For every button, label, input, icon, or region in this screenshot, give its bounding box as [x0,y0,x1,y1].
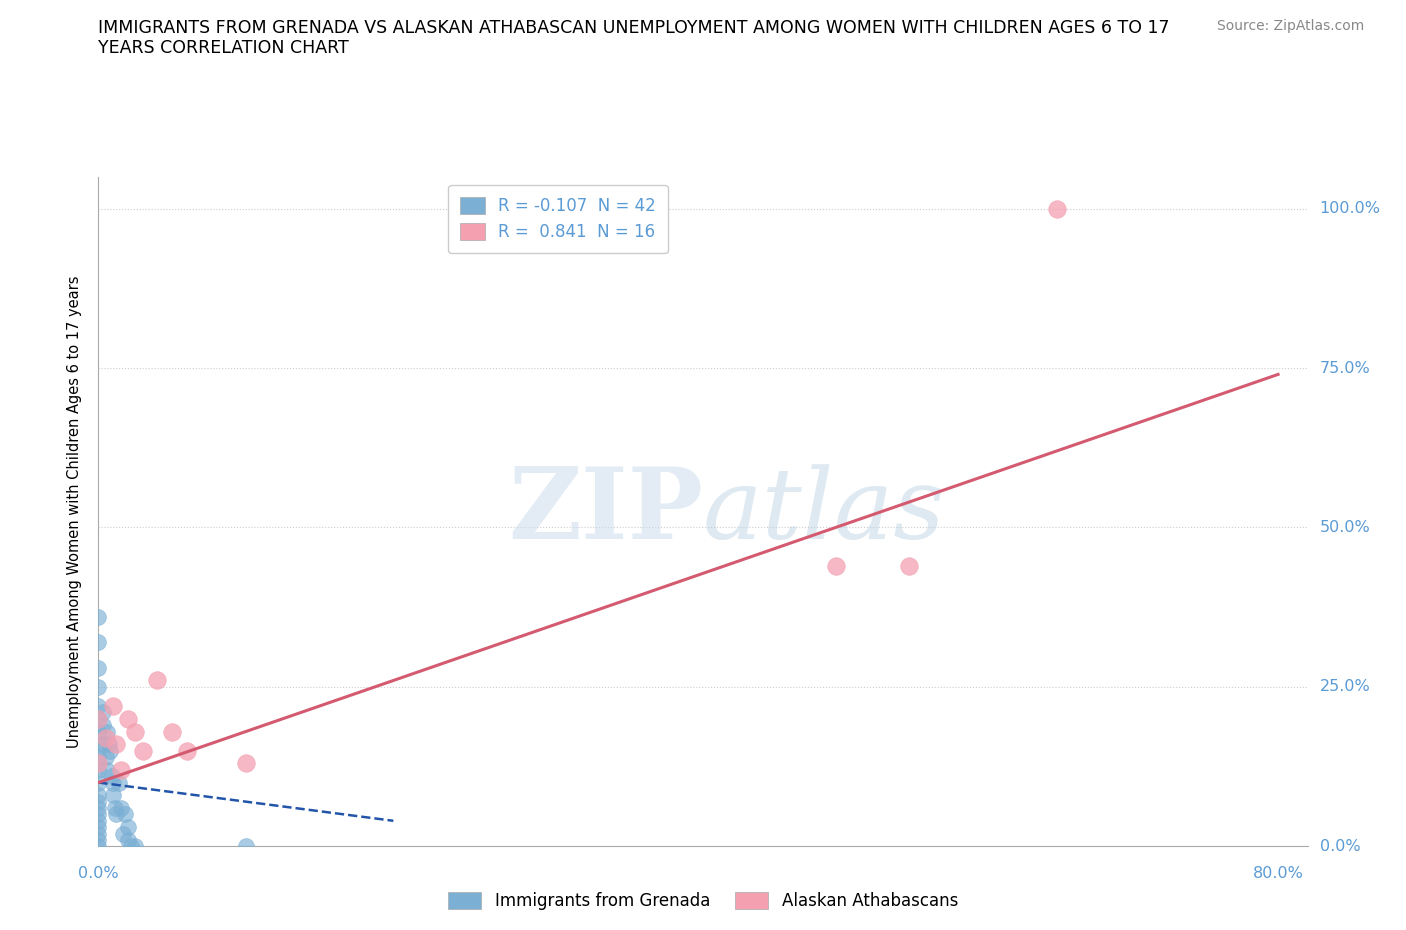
Point [87,698,110,713]
Text: 25.0%: 25.0% [1320,680,1371,695]
Point [1046,201,1069,216]
Point [87,807,110,822]
Point [824,558,846,573]
Text: ZIP: ZIP [508,463,703,560]
Point [87,801,110,816]
Point [110,801,132,816]
Point [87,660,110,675]
Point [87,750,110,764]
Y-axis label: Unemployment Among Women with Children Ages 6 to 17 years: Unemployment Among Women with Children A… [67,275,83,748]
Point [87,814,110,829]
Point [100,769,122,784]
Text: IMMIGRANTS FROM GRENADA VS ALASKAN ATHABASCAN UNEMPLOYMENT AMONG WOMEN WITH CHIL: IMMIGRANTS FROM GRENADA VS ALASKAN ATHAB… [98,19,1170,58]
Point [87,794,110,809]
Point [87,756,110,771]
Point [87,680,110,695]
Point [146,673,169,688]
Point [117,711,139,726]
Text: 0.0%: 0.0% [1320,839,1360,854]
Text: 100.0%: 100.0% [1320,201,1381,216]
Point [91,705,114,720]
Point [124,724,146,739]
Point [176,743,198,758]
Point [105,807,128,822]
Point [87,775,110,790]
Point [94,750,117,764]
Point [105,737,128,751]
Legend: Immigrants from Grenada, Alaskan Athabascans: Immigrants from Grenada, Alaskan Athabas… [441,885,965,917]
Point [120,839,142,854]
Point [93,737,115,751]
Point [101,698,124,713]
Point [898,558,921,573]
Point [160,724,183,739]
Point [110,763,132,777]
Point [235,839,257,854]
Point [87,609,110,624]
Point [87,763,110,777]
Point [112,826,135,841]
Point [235,756,257,771]
Point [101,775,124,790]
Point [114,807,136,822]
Point [108,775,131,790]
Point [87,635,110,650]
Point [87,819,110,834]
Point [91,718,114,733]
Text: 50.0%: 50.0% [1320,520,1371,535]
Text: 0.0%: 0.0% [79,867,118,882]
Point [104,801,127,816]
Point [98,743,121,758]
Text: 75.0%: 75.0% [1320,361,1371,376]
Point [94,730,117,745]
Point [87,737,110,751]
Point [87,711,110,726]
Point [96,724,118,739]
Point [117,832,139,847]
Point [87,788,110,803]
Point [87,711,110,726]
Point [101,788,124,803]
Point [117,819,139,834]
Text: atlas: atlas [703,464,946,559]
Point [87,832,110,847]
Point [96,763,118,777]
Point [87,724,110,739]
Point [97,737,120,751]
Point [131,743,153,758]
Text: 80.0%: 80.0% [1253,867,1303,882]
Legend: R = -0.107  N = 42, R =  0.841  N = 16: R = -0.107 N = 42, R = 0.841 N = 16 [449,185,668,253]
Point [87,826,110,841]
Point [87,839,110,854]
Point [124,839,146,854]
Text: Source: ZipAtlas.com: Source: ZipAtlas.com [1216,19,1364,33]
